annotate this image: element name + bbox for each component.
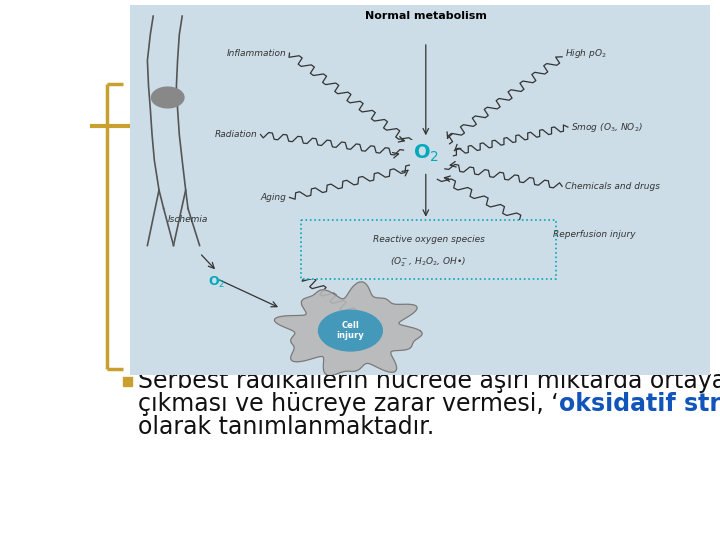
Text: oksidatif stres: oksidatif stres xyxy=(559,393,720,416)
Text: Radiation: Radiation xyxy=(215,130,258,139)
Text: Ischemia: Ischemia xyxy=(168,215,208,224)
Text: Cell
injury: Cell injury xyxy=(336,321,364,340)
Text: High pO$_2$: High pO$_2$ xyxy=(565,46,607,59)
Text: Chemicals and drugs: Chemicals and drugs xyxy=(565,182,660,191)
Text: O$_2$: O$_2$ xyxy=(208,275,225,290)
Bar xyxy=(122,377,132,386)
Text: O$_2$: O$_2$ xyxy=(413,143,438,164)
Circle shape xyxy=(151,87,184,108)
Text: Reperfusion injury: Reperfusion injury xyxy=(554,230,636,239)
FancyBboxPatch shape xyxy=(301,220,557,279)
Text: çıkması ve hücreye zarar vermesi, ‘: çıkması ve hücreye zarar vermesi, ‘ xyxy=(138,393,559,416)
Text: Serbest radikallerin hücrede aşırı miktarda ortaya: Serbest radikallerin hücrede aşırı mikta… xyxy=(138,369,720,393)
Circle shape xyxy=(318,310,382,351)
Text: Inflammation: Inflammation xyxy=(227,49,287,58)
Text: Reactive oxygen species: Reactive oxygen species xyxy=(373,235,485,245)
Text: (O$_2^-$, H$_2$O$_2$, OH•): (O$_2^-$, H$_2$O$_2$, OH•) xyxy=(390,255,467,269)
Text: Normal metabolism: Normal metabolism xyxy=(365,11,487,21)
Text: Aging: Aging xyxy=(261,193,287,202)
Polygon shape xyxy=(274,282,422,375)
Text: olarak tanımlanmaktadır.: olarak tanımlanmaktadır. xyxy=(138,415,434,440)
Text: Smog (O$_3$, NO$_2$): Smog (O$_3$, NO$_2$) xyxy=(571,120,643,133)
